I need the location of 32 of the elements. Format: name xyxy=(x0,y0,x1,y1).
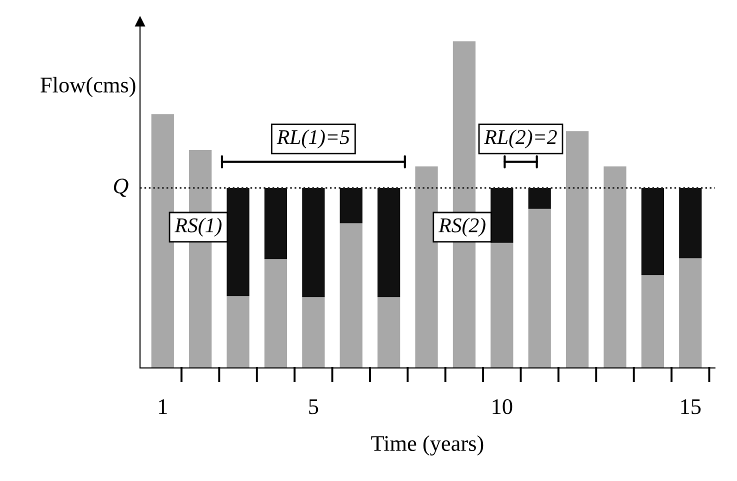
x-tick-label: 5 xyxy=(309,399,318,414)
bar xyxy=(302,297,325,368)
bar xyxy=(264,259,288,368)
ref-line-label: Q xyxy=(114,178,128,197)
bar xyxy=(378,188,400,298)
annotation: RS(2) xyxy=(438,218,486,237)
bar xyxy=(226,188,250,296)
annotation: RS(1) xyxy=(174,218,222,237)
bar xyxy=(151,114,174,368)
bar xyxy=(528,188,551,209)
bar xyxy=(415,166,438,368)
x-tick-label: 1 xyxy=(159,399,167,414)
annotation: RL(1)=5 xyxy=(276,129,350,148)
bar xyxy=(340,223,362,368)
bar xyxy=(528,208,551,368)
bar xyxy=(679,258,702,368)
x-axis-title: Time (years) xyxy=(371,435,484,456)
y-axis-title: Flow(cms) xyxy=(40,76,136,98)
bar xyxy=(604,166,626,368)
bar xyxy=(378,297,400,368)
bar xyxy=(679,188,702,258)
bar xyxy=(641,188,664,276)
bar xyxy=(302,188,325,298)
x-tick-label: 10 xyxy=(492,399,512,414)
bar xyxy=(490,242,514,368)
bar xyxy=(226,296,250,368)
bar xyxy=(264,188,288,260)
bar xyxy=(340,188,362,224)
x-tick-label: 15 xyxy=(681,399,701,414)
annotation: RL(2)=2 xyxy=(484,129,557,148)
bar xyxy=(641,275,664,368)
bar xyxy=(566,131,589,368)
